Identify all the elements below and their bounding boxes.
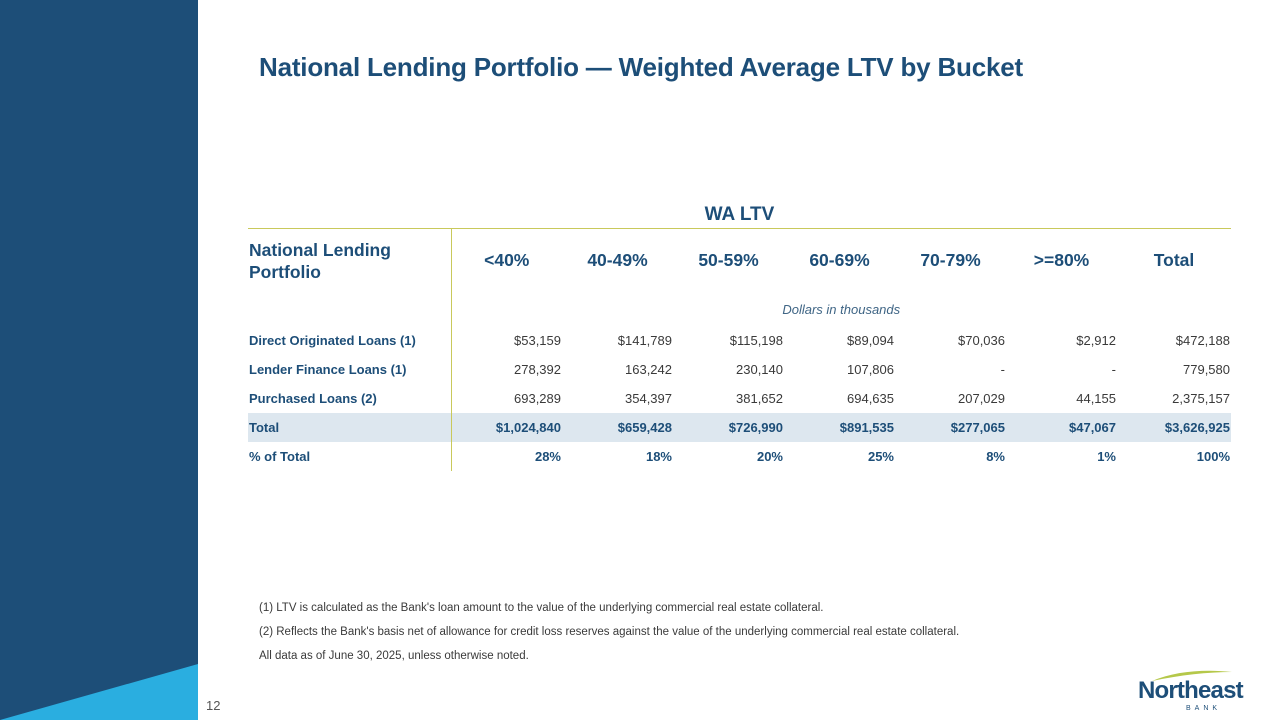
row-label: Lender Finance Loans (1): [249, 362, 407, 377]
footnotes: (1) LTV is calculated as the Bank's loan…: [259, 602, 959, 674]
table-row: Purchased Loans (2) 693,289 354,397 381,…: [248, 384, 1231, 413]
table-cell: $47,067: [1006, 413, 1117, 442]
footnote: (1) LTV is calculated as the Bank's loan…: [259, 602, 824, 614]
column-header: <40%: [450, 229, 562, 292]
footnote: (2) Reflects the Bank's basis net of all…: [259, 626, 960, 638]
column-header-total: Total: [1153, 250, 1195, 270]
row-label: Purchased Loans (2): [249, 391, 377, 406]
column-header: 40-49%: [587, 250, 648, 270]
table-cell: 1%: [1097, 449, 1116, 464]
sidebar-decoration: [0, 0, 198, 720]
table-header-row: National Lending Portfolio <40% 40-49% 5…: [248, 229, 1231, 292]
table-cell: 207,029: [958, 391, 1005, 406]
percent-row: % of Total 28% 18% 20% 25% 8% 1% 100%: [248, 442, 1231, 471]
table-cell: 20%: [756, 449, 783, 464]
wa-ltv-header: WA LTV: [248, 198, 1231, 229]
row-label: Total: [248, 413, 451, 442]
table-cell: $659,428: [562, 413, 673, 442]
column-header: 50-59%: [698, 250, 759, 270]
table-cell: $726,990: [673, 413, 784, 442]
table-cell: $891,535: [784, 413, 895, 442]
ltv-table: National Lending Portfolio <40% 40-49% 5…: [248, 229, 1231, 471]
table-cell: $3,626,925: [1117, 413, 1231, 442]
table-cell: 163,242: [625, 362, 672, 377]
table-cell: 44,155: [1076, 391, 1116, 406]
table-cell: $472,188: [1175, 333, 1230, 348]
table-cell: -: [1000, 362, 1005, 377]
slide-title: National Lending Portfolio — Weighted Av…: [259, 52, 1023, 82]
column-header-portfolio: National Lending Portfolio: [249, 240, 391, 282]
table-cell: $277,065: [895, 413, 1006, 442]
row-label: % of Total: [249, 449, 311, 464]
table-cell: 100%: [1196, 449, 1230, 464]
logo-subtext: BANK: [1186, 705, 1222, 712]
table-cell: 107,806: [847, 362, 894, 377]
column-header: 70-79%: [920, 250, 981, 270]
northeast-bank-logo: Northeast BANK: [1136, 668, 1244, 716]
table-cell: $53,159: [450, 326, 562, 355]
table-cell: 28%: [450, 442, 562, 471]
ltv-table-container: WA LTV National Lending Portfolio <40% 4…: [248, 198, 1231, 471]
table-cell: 230,140: [736, 362, 783, 377]
column-header: 60-69%: [809, 250, 870, 270]
table-row: Direct Originated Loans (1) $53,159 $141…: [248, 326, 1231, 355]
column-header: >=80%: [1033, 250, 1090, 270]
table-cell: 18%: [645, 449, 672, 464]
table-cell: $115,198: [729, 333, 783, 348]
units-note: Dollars in thousands: [450, 292, 1231, 326]
table-cell: 2,375,157: [1172, 391, 1230, 406]
page-number: 12: [206, 698, 221, 713]
table-cell: $141,789: [617, 333, 672, 348]
table-cell: 381,652: [736, 391, 783, 406]
table-cell: 25%: [867, 449, 894, 464]
row-label: Direct Originated Loans (1): [249, 333, 416, 348]
table-cell: $2,912: [1076, 333, 1116, 348]
table-cell: $89,094: [847, 333, 894, 348]
table-cell: $70,036: [958, 333, 1005, 348]
table-cell: 354,397: [625, 391, 672, 406]
logo-wordmark: Northeast: [1138, 677, 1244, 704]
footnote: All data as of June 30, 2025, unless oth…: [259, 650, 529, 662]
table-row: Lender Finance Loans (1) 278,392 163,242…: [248, 355, 1231, 384]
table-cell: $1,024,840: [450, 413, 562, 442]
table-cell: 779,580: [1183, 362, 1230, 377]
logo-swoosh-icon: [1152, 670, 1232, 681]
table-cell: 278,392: [450, 355, 562, 384]
table-cell: 694,635: [847, 391, 894, 406]
table-cell: 693,289: [450, 384, 562, 413]
units-row: Dollars in thousands: [248, 292, 1231, 326]
table-cell: 8%: [986, 449, 1005, 464]
total-row: Total $1,024,840 $659,428 $726,990 $891,…: [248, 413, 1231, 442]
table-cell: -: [1111, 362, 1116, 377]
